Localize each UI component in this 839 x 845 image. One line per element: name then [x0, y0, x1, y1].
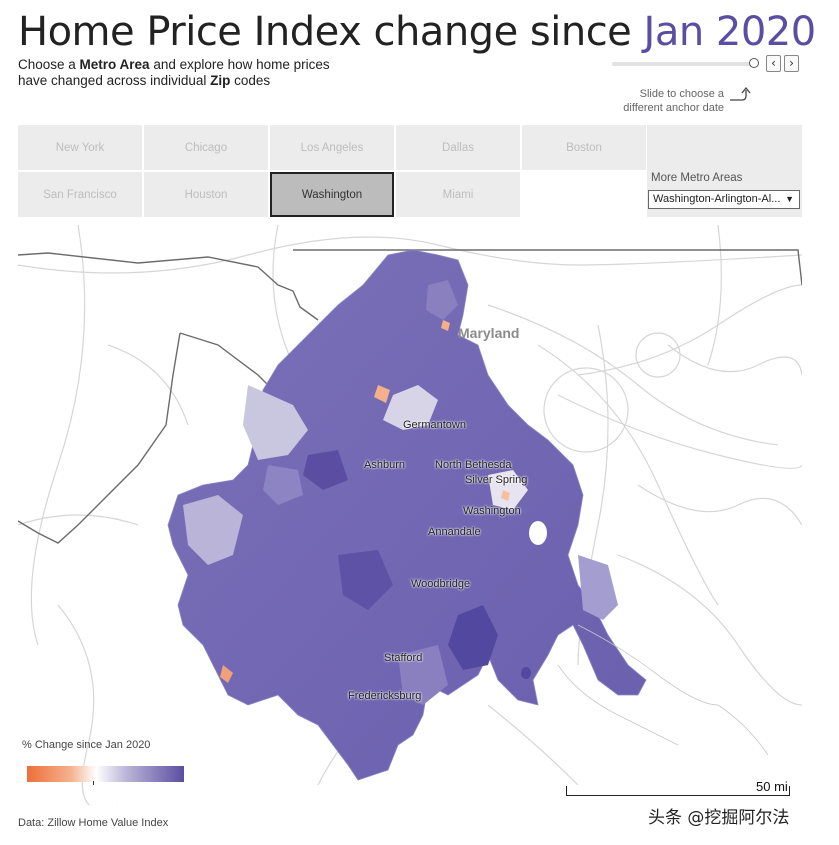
city-label: Fredericksburg [348, 690, 422, 702]
city-label: Silver Spring [465, 474, 528, 486]
metro-tile-new-york[interactable]: New York [18, 125, 142, 170]
next-date-button[interactable]: › [784, 55, 799, 72]
chevron-left-icon: ‹ [771, 56, 776, 70]
city-label: Ashburn [364, 459, 405, 471]
legend-title: % Change since Jan 2020 [22, 739, 151, 751]
subtitle-text: Choose a [18, 57, 80, 72]
city-label: North Bethesda [435, 459, 512, 471]
slider-hint: Slide to choose a different anchor date [600, 87, 724, 115]
metro-tile-chicago[interactable]: Chicago [144, 125, 268, 170]
metro-tile-miami[interactable]: Miami [396, 172, 520, 217]
legend-zero-tick [93, 781, 94, 785]
previous-date-button[interactable]: ‹ [766, 55, 781, 72]
metro-grid-spacer [522, 172, 646, 217]
anchor-date-slider[interactable] [612, 58, 759, 70]
subtitle-text: have changed across individual [18, 73, 211, 88]
color-legend [27, 766, 184, 782]
scale-label: 50 mi [756, 779, 788, 794]
city-label: Woodbridge [411, 578, 471, 590]
metro-tile-dallas[interactable]: Dallas [396, 125, 520, 170]
slider-hint-line: different anchor date [623, 102, 724, 114]
title-main: Home Price Index change since [18, 9, 644, 55]
subtitle-text: and explore how home prices [149, 57, 330, 72]
city-label: Washington [463, 505, 521, 517]
subtitle-zip: Zip [210, 73, 231, 88]
scale-bar [566, 786, 790, 796]
more-metros-dropdown[interactable]: Washington-Arlington-Al... ▼ [648, 190, 800, 209]
metro-tile-houston[interactable]: Houston [144, 172, 268, 217]
anchor-date: Jan 2020 [643, 9, 817, 55]
chevron-right-icon: › [789, 56, 794, 70]
more-metros-value: Washington-Arlington-Al... [653, 193, 781, 205]
page-subtitle: Choose a Metro Area and explore how home… [18, 57, 398, 89]
zip-polygons[interactable] [167, 249, 647, 781]
curved-arrow-icon [730, 86, 751, 101]
data-source: Data: Zillow Home Value Index [18, 817, 169, 829]
slider-hint-line: Slide to choose a [639, 88, 724, 100]
watermark: 头条 @挖掘阿尔法 [648, 808, 790, 828]
zip-choropleth-map[interactable]: Maryland Germantown Ashburn North Bethes… [18, 225, 802, 805]
shoreline [557, 624, 769, 756]
metro-tile-washington[interactable]: Washington [270, 172, 394, 217]
slider-handle[interactable] [749, 58, 759, 68]
metro-selector: New York Chicago Los Angeles Dallas Bost… [18, 125, 646, 217]
metro-tile-san-francisco[interactable]: San Francisco [18, 172, 142, 217]
city-label: Germantown [403, 419, 466, 431]
slider-track[interactable] [612, 62, 752, 66]
subtitle-metro-area: Metro Area [79, 57, 150, 72]
city-label: Stafford [384, 652, 423, 664]
metro-tile-los-angeles[interactable]: Los Angeles [270, 125, 394, 170]
metro-tile-boston[interactable]: Boston [522, 125, 646, 170]
state-label: Maryland [458, 325, 520, 341]
basemap [18, 225, 802, 805]
chevron-down-icon: ▼ [785, 194, 794, 204]
subtitle-text: codes [230, 73, 271, 88]
page-title: Home Price Index change since Jan 2020 [18, 8, 816, 56]
city-label: Annandale [428, 526, 481, 538]
more-metros-label: More Metro Areas [651, 172, 743, 184]
